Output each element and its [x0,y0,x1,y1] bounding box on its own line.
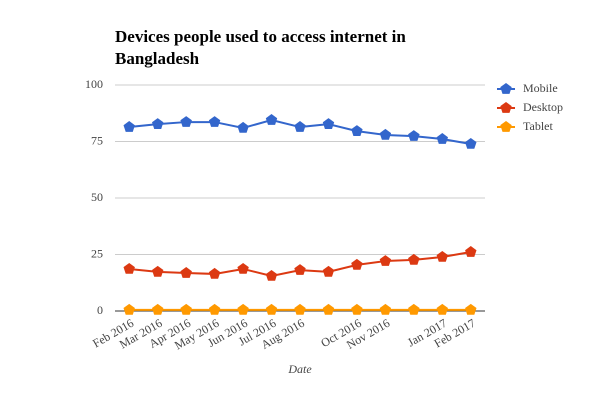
data-point [123,303,135,315]
data-point [465,138,477,149]
data-point [208,116,221,127]
data-point [265,270,278,281]
data-point [152,303,164,315]
data-point [322,265,335,277]
data-point [379,128,392,140]
data-point [351,303,363,315]
legend-label: Mobile [523,81,558,95]
data-point [180,267,192,278]
y-tick-label: 75 [91,133,103,147]
data-point [152,118,164,129]
data-point [294,121,306,132]
legend-label: Desktop [523,100,563,114]
data-point [408,303,420,315]
chart-title: Bangladesh [115,49,200,68]
data-point [265,303,278,315]
data-point [208,267,221,279]
data-point [436,251,448,262]
data-point [237,263,249,274]
data-point [465,303,477,315]
data-point [208,303,221,315]
data-point [322,118,335,129]
data-point [408,253,420,265]
data-point [123,263,135,274]
data-point [379,255,392,266]
data-point [351,125,363,136]
y-tick-label: 50 [91,190,103,204]
data-point [265,114,278,125]
y-tick-label: 100 [85,77,103,91]
chart-title: Devices people used to access internet i… [115,27,406,46]
data-point [379,303,392,315]
legend-label: Tablet [523,119,553,133]
data-point [180,303,192,315]
data-point [237,303,249,315]
data-point [408,130,420,141]
data-point [294,303,306,315]
data-point [152,265,164,277]
data-point [322,303,335,315]
data-point [465,246,477,257]
data-point [237,121,249,133]
x-axis-label: Date [287,362,312,376]
data-point [294,264,306,275]
data-point [180,116,192,127]
data-point [436,133,448,144]
y-tick-label: 25 [91,246,103,260]
data-point [436,303,448,315]
y-tick-label: 0 [97,303,103,317]
data-point [351,258,363,270]
data-point [123,121,135,132]
